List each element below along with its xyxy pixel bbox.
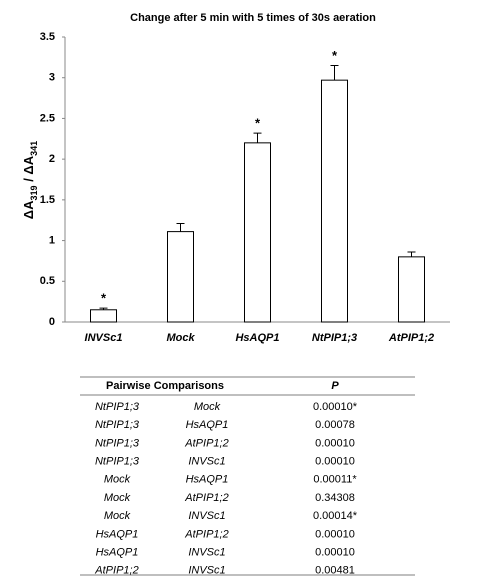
table-cell: HsAQP1: [186, 419, 229, 431]
table-cell: 0.00010: [315, 456, 355, 468]
y-tick-label: 3.5: [40, 31, 55, 43]
significance-mark: *: [332, 48, 338, 63]
table-cell: 0.00078: [315, 419, 355, 431]
significance-mark: *: [255, 116, 261, 131]
table-cell: NtPIP1;3: [95, 456, 140, 468]
table-cell: HsAQP1: [96, 528, 139, 540]
error-bar: [99, 307, 108, 310]
table-cell: Mock: [104, 510, 131, 522]
table-cell: INVSc1: [188, 547, 225, 559]
error-bar: [407, 251, 416, 257]
table-cell: 0.00014*: [313, 510, 358, 522]
table-header: P: [331, 380, 339, 392]
bar: [244, 142, 271, 323]
table-cell: 0.00010: [315, 547, 355, 559]
table-cell: NtPIP1;3: [95, 437, 140, 449]
label-part: ΔA: [21, 200, 36, 219]
y-tick-label: 0: [49, 316, 55, 328]
table-cell: NtPIP1;3: [95, 419, 140, 431]
label-part: 319: [29, 185, 39, 200]
y-tick-label: 3: [49, 72, 55, 84]
table-header: Pairwise Comparisons: [106, 380, 224, 392]
table-cell: INVSc1: [188, 565, 225, 577]
significance-mark: *: [101, 291, 107, 306]
y-tick-label: 0.5: [40, 275, 55, 287]
table-cell: INVSc1: [188, 456, 225, 468]
x-tick-label: NtPIP1;3: [312, 332, 357, 344]
y-axis-label: ΔA319 / ΔA341: [21, 141, 39, 219]
label-part: 341: [29, 141, 39, 156]
table-cell: AtPIP1;2: [184, 437, 228, 449]
table-cell: AtPIP1;2: [184, 492, 228, 504]
table-cell: INVSc1: [188, 510, 225, 522]
table-cell: AtPIP1;2: [184, 528, 228, 540]
y-tick-label: 1.5: [40, 194, 55, 206]
y-tick-label: 2.5: [40, 112, 55, 124]
table-cell: HsAQP1: [96, 547, 139, 559]
error-bar: [253, 132, 262, 143]
table-cell: 0.00481: [315, 565, 355, 577]
x-tick-label: AtPIP1;2: [388, 332, 434, 344]
table-cell: AtPIP1;2: [94, 565, 138, 577]
table-cell: HsAQP1: [186, 474, 229, 486]
table-cell: Mock: [194, 401, 221, 413]
table-cell: 0.00010: [315, 528, 355, 540]
bar: [321, 79, 348, 323]
chart-title: Change after 5 min with 5 times of 30s a…: [130, 12, 376, 24]
label-part: / ΔA: [21, 155, 36, 185]
table-cell: Mock: [104, 474, 131, 486]
table-cell: 0.00010: [315, 437, 355, 449]
x-tick-label: INVSc1: [85, 332, 123, 344]
y-tick-label: 1: [49, 234, 55, 246]
bar: [90, 309, 117, 323]
table-cell: Mock: [104, 492, 131, 504]
bar: [167, 231, 194, 323]
table-cell: 0.34308: [315, 492, 355, 504]
table-cell: 0.00011*: [313, 474, 357, 486]
error-bar: [330, 65, 339, 81]
x-tick-label: Mock: [166, 332, 195, 344]
bar: [398, 256, 425, 323]
table-cell: NtPIP1;3: [95, 401, 140, 413]
x-tick-label: HsAQP1: [235, 332, 279, 344]
y-tick-label: 2: [49, 153, 55, 165]
table-cell: 0.00010*: [313, 401, 358, 413]
error-bar: [176, 222, 185, 232]
